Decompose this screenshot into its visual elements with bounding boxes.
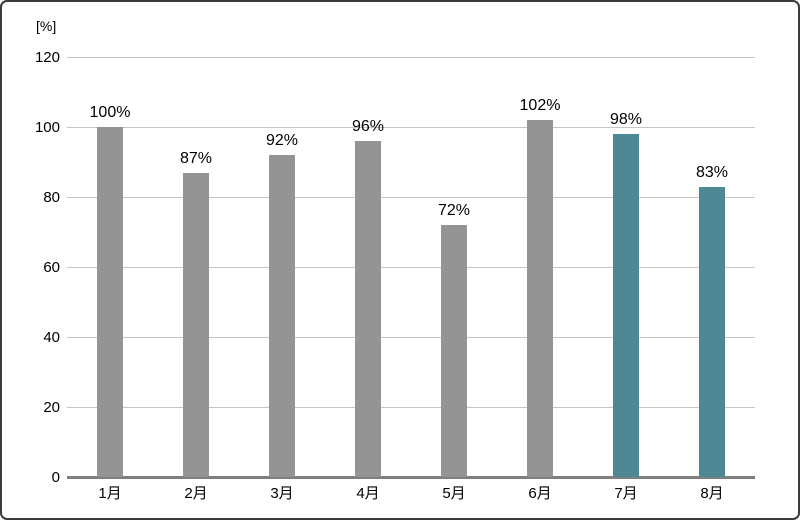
bar-value-label-3月: 92% bbox=[265, 132, 299, 149]
bar-2月 bbox=[183, 172, 209, 477]
y-tick-label-80: 80 bbox=[43, 189, 60, 206]
gridline-y-60 bbox=[67, 267, 755, 268]
y-tick-label-0: 0 bbox=[51, 469, 60, 486]
y-tick-label-120: 120 bbox=[34, 49, 60, 66]
bar-value-label-8月: 83% bbox=[695, 163, 729, 181]
x-tick-label-6月: 6月 bbox=[528, 485, 552, 502]
x-axis-line bbox=[67, 476, 755, 479]
x-tick-label-1月: 1月 bbox=[98, 485, 122, 502]
bar-5月 bbox=[441, 225, 467, 477]
bar-value-label-7月: 98% bbox=[609, 111, 643, 128]
x-tick-label-2月: 2月 bbox=[184, 485, 208, 502]
bar-value-label-1月: 100% bbox=[89, 104, 131, 121]
y-axis-unit-label: [%] bbox=[36, 18, 57, 34]
bar-6月 bbox=[527, 120, 553, 477]
x-tick-label-8月: 8月 bbox=[700, 485, 724, 502]
gridline-y-80 bbox=[67, 197, 755, 198]
x-tick-label-4月: 4月 bbox=[356, 485, 380, 502]
bar-4月 bbox=[355, 141, 381, 477]
y-tick-label-40: 40 bbox=[43, 329, 60, 346]
bar-value-label-5月: 72% bbox=[437, 202, 471, 219]
bar-1月 bbox=[97, 127, 123, 477]
y-tick-label-20: 20 bbox=[43, 399, 60, 416]
bar-value-label-2月: 87% bbox=[179, 149, 213, 167]
x-tick-label-3月: 3月 bbox=[270, 485, 294, 502]
gridline-y-100 bbox=[67, 127, 755, 128]
y-tick-label-100: 100 bbox=[34, 119, 60, 136]
bar-value-label-6月: 102% bbox=[519, 97, 561, 114]
bar-7月 bbox=[613, 134, 639, 477]
gridline-y-20 bbox=[67, 407, 755, 408]
x-tick-label-5月: 5月 bbox=[442, 485, 466, 502]
bar-8月 bbox=[699, 186, 725, 477]
gridline-y-40 bbox=[67, 337, 755, 338]
x-tick-label-7月: 7月 bbox=[614, 485, 638, 502]
bar-3月 bbox=[269, 155, 295, 477]
gridline-y-120 bbox=[67, 57, 755, 58]
bar-value-label-4月: 96% bbox=[351, 118, 385, 135]
y-tick-label-60: 60 bbox=[43, 259, 60, 276]
